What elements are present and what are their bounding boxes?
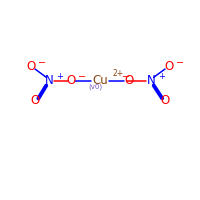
- Text: O: O: [124, 74, 134, 88]
- Text: N: N: [45, 74, 53, 88]
- Text: +: +: [158, 72, 165, 81]
- Text: +: +: [56, 72, 63, 81]
- Text: O: O: [30, 94, 40, 106]
- Text: O: O: [66, 74, 76, 88]
- Text: −: −: [78, 72, 87, 82]
- Text: O: O: [164, 60, 174, 73]
- Text: O: O: [160, 94, 170, 106]
- Text: O: O: [26, 60, 36, 73]
- Text: N: N: [147, 74, 155, 88]
- Text: −: −: [38, 58, 47, 68]
- Text: Cu: Cu: [92, 73, 108, 86]
- Text: (v0): (v0): [88, 84, 102, 90]
- Text: 2+: 2+: [113, 68, 124, 77]
- Text: −: −: [176, 58, 185, 68]
- Text: −: −: [122, 72, 130, 82]
